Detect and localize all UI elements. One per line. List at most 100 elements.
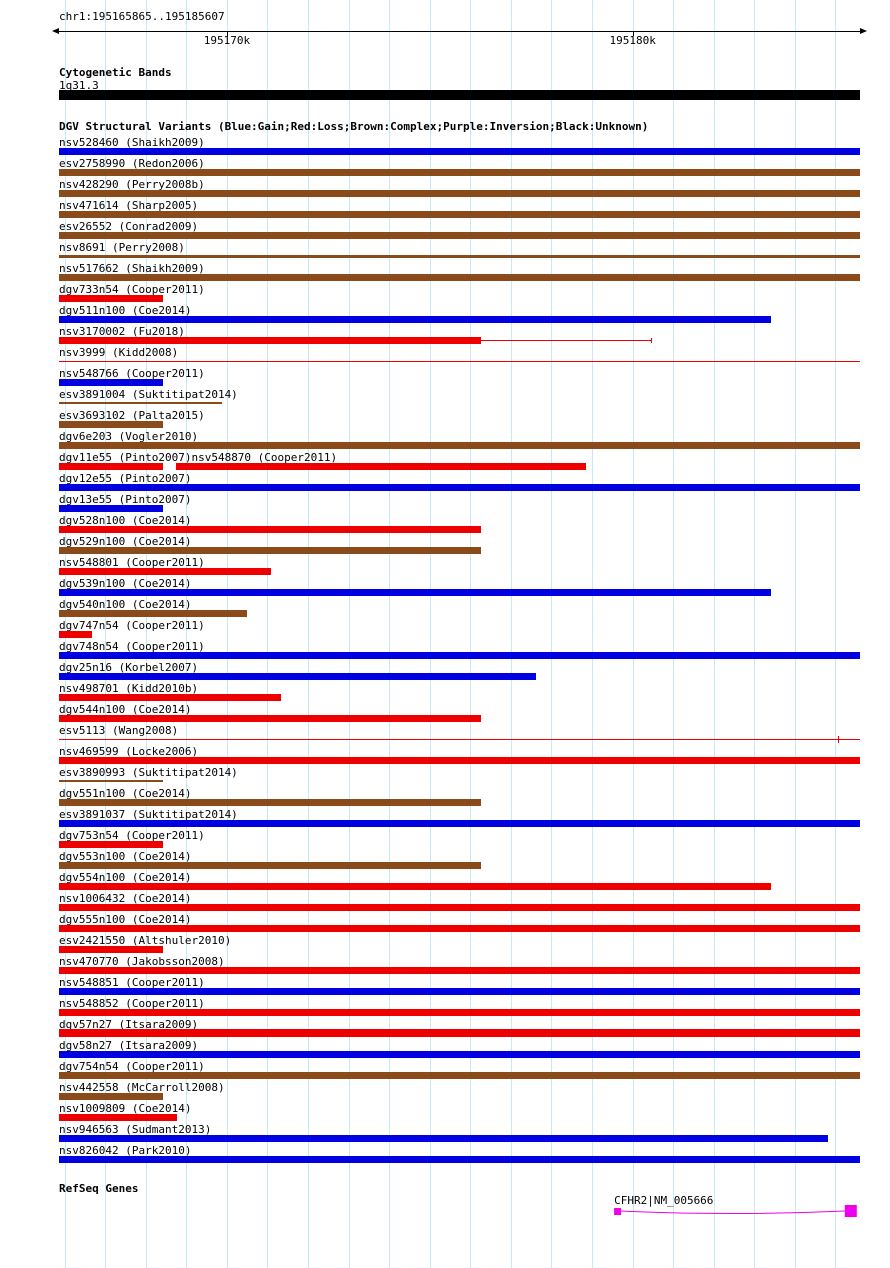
variant-bar[interactable] [59, 361, 860, 362]
gridline [632, 0, 634, 1268]
cytoband-header: Cytogenetic Bands [59, 66, 172, 79]
variant-bar[interactable] [59, 526, 482, 533]
variant-bar[interactable] [59, 442, 860, 449]
variant-bar[interactable] [59, 316, 772, 323]
variant-bar[interactable] [59, 799, 482, 806]
variant-bar[interactable] [59, 820, 860, 827]
variant-bar[interactable] [59, 904, 860, 911]
variant-label: dgv11e55 (Pinto2007) [59, 451, 192, 464]
variant-bar[interactable] [59, 402, 222, 404]
variant-bar[interactable] [59, 967, 860, 974]
variant-row: dgv753n54 (Cooper2011) [59, 830, 205, 841]
variant-bar[interactable] [59, 715, 482, 722]
gridline [267, 0, 269, 1268]
variant-row: dgv754n54 (Cooper2011) [59, 1061, 205, 1072]
variant-bar[interactable] [59, 547, 482, 554]
variant-bar[interactable] [59, 1072, 860, 1079]
variant-bar[interactable] [59, 421, 164, 428]
variant-bar[interactable] [59, 274, 860, 281]
variant-bar[interactable] [59, 757, 860, 764]
variant-label: dgv753n54 (Cooper2011) [59, 829, 205, 842]
variant-row: esv2758990 (Redon2006) [59, 158, 205, 169]
variant-label: dgv551n100 (Coe2014) [59, 787, 192, 800]
variant-bar[interactable] [59, 673, 536, 680]
gridline [105, 0, 107, 1268]
variant-label: nsv548766 (Cooper2011) [59, 367, 205, 380]
variant-label: nsv3170002 (Fu2018) [59, 325, 185, 338]
variant-bar[interactable] [59, 841, 164, 848]
variant-bar[interactable] [59, 190, 860, 197]
variant-label: dgv554n100 (Coe2014) [59, 871, 192, 884]
variant-bar[interactable] [59, 631, 92, 638]
variant-row: esv3890993 (Suktitipat2014) [59, 767, 238, 778]
variant-bar[interactable] [59, 1135, 828, 1142]
variant-bar[interactable] [59, 780, 164, 782]
ruler-line [59, 31, 860, 32]
gridline [510, 0, 512, 1268]
variant-label: esv2758990 (Redon2006) [59, 157, 205, 170]
variant-bar[interactable] [59, 652, 860, 659]
variant-bar[interactable] [59, 589, 772, 596]
variant-row: nsv1009809 (Coe2014) [59, 1103, 191, 1114]
variant-bar[interactable] [59, 295, 164, 302]
variant-bar[interactable] [59, 862, 482, 869]
variant-row: nsv470770 (Jakobsson2008) [59, 956, 225, 967]
refseq-header: RefSeq Genes [59, 1182, 139, 1195]
variant-bar[interactable] [59, 925, 860, 932]
variant-bar[interactable] [59, 1114, 177, 1121]
variant-bar[interactable] [59, 883, 772, 890]
variant-bar[interactable] [59, 694, 281, 701]
gridline [307, 0, 309, 1268]
variant-row: esv3891037 (Suktitipat2014) [59, 809, 238, 820]
variant-row: nsv8691 (Perry2008) [59, 242, 185, 253]
variant-bar[interactable] [59, 946, 164, 953]
variant-label: nsv3999 (Kidd2008) [59, 346, 179, 359]
variant-row: nsv517662 (Shaikh2009) [59, 263, 205, 274]
variant-label: esv26552 (Conrad2009) [59, 220, 199, 233]
variant-bar[interactable] [59, 1093, 164, 1100]
ruler-tick [632, 32, 634, 36]
gridline [794, 0, 796, 1268]
variant-label: nsv442558 (McCarroll2008) [59, 1081, 225, 1094]
variant-bar[interactable] [59, 232, 860, 239]
variant-label: nsv548801 (Cooper2011) [59, 556, 205, 569]
variant-label: esv3891004 (Suktitipat2014) [59, 388, 238, 401]
variant-bar[interactable] [59, 211, 860, 218]
variant-label: esv3693102 (Palta2015) [59, 409, 205, 422]
variant-bar[interactable] [59, 463, 164, 470]
cytoband-bar[interactable] [59, 90, 860, 100]
variant-bar[interactable] [59, 148, 860, 155]
variant-label: dgv754n54 (Cooper2011) [59, 1060, 205, 1073]
variant-bar[interactable] [59, 1029, 860, 1037]
variant-bar[interactable] [59, 484, 860, 491]
variant-row: dgv544n100 (Coe2014) [59, 704, 191, 715]
variant-bar[interactable] [59, 1009, 860, 1016]
variant-end-tick [650, 338, 652, 343]
variant-bar[interactable] [59, 1051, 860, 1058]
variant-row: dgv555n100 (Coe2014) [59, 914, 191, 925]
variant-bar[interactable] [59, 988, 860, 995]
gene-glyph[interactable] [0, 1203, 890, 1223]
variant-bar[interactable] [59, 739, 860, 740]
variant-bar[interactable] [59, 379, 164, 386]
variant-bar[interactable] [59, 169, 860, 176]
variant-bar[interactable] [59, 255, 860, 258]
ruler-tick-label: 195180k [609, 34, 656, 47]
region-title: chr1:195165865..195185607 [59, 10, 225, 23]
gridline [226, 0, 228, 1268]
variant-label: dgv733n54 (Cooper2011) [59, 283, 205, 296]
variant-bar[interactable] [59, 1156, 860, 1163]
variant-bar[interactable] [481, 340, 651, 341]
variant-bar[interactable] [59, 610, 248, 617]
variant-row: dgv748n54 (Cooper2011) [59, 641, 205, 652]
variant-bar[interactable] [59, 505, 164, 512]
variant-bar[interactable] [59, 568, 272, 575]
gene-connector-line [621, 1210, 845, 1214]
variant-row: nsv428290 (Perry2008b) [59, 179, 205, 190]
variant-row: dgv553n100 (Coe2014) [59, 851, 191, 862]
variant-bar[interactable] [59, 337, 482, 344]
variant-label: nsv826042 (Park2010) [59, 1144, 192, 1157]
variant-row: esv3693102 (Palta2015) [59, 410, 205, 421]
variant-bar[interactable] [175, 463, 586, 470]
